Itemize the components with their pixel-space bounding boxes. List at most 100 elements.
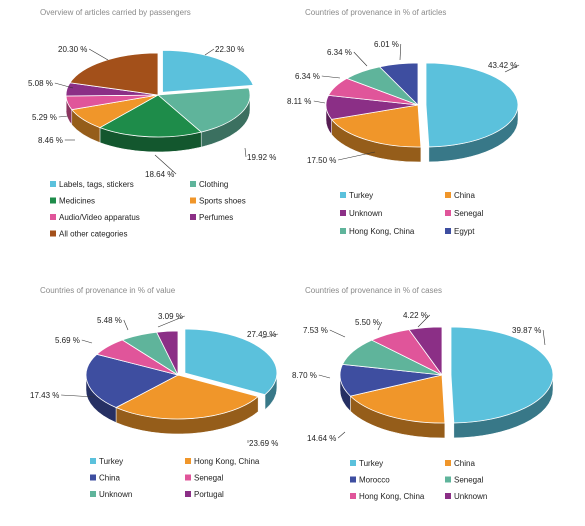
leader-line [204, 48, 215, 56]
data-label-audio-video-apparatus: 5.29 % [32, 113, 57, 122]
legend-label: Egypt [454, 227, 475, 236]
legend-label: All other categories [59, 230, 127, 239]
slice-hong-kong-china [115, 374, 259, 420]
legend: Turkey Hong Kong, China China Senegal Unknow… [90, 457, 260, 499]
legend-label: Turkey [359, 459, 383, 468]
data-label-egypt: 6.01 % [374, 40, 399, 49]
legend-swatch [50, 197, 56, 204]
legend-label: Senegal [454, 476, 484, 485]
chart-title: Countries of provenance in % of value [40, 286, 176, 295]
legend-swatch [90, 474, 96, 481]
data-label-sports-shoes: 8.46 % [38, 136, 63, 145]
legend-item-sports-shoes: Sports shoes [190, 197, 246, 206]
data-label-unknown: 4.22 % [403, 311, 428, 320]
legend: Labels, tags, stickers Clothing Medicines S… [50, 180, 246, 239]
legend-swatch [50, 214, 56, 220]
legend-item-hong-kong-china: Hong Kong, China [340, 227, 415, 236]
legend-item-hong-kong-china: Hong Kong, China [350, 492, 425, 501]
legend-item-senegal: Senegal [185, 474, 224, 483]
legend-swatch [190, 214, 196, 220]
leader-line [337, 431, 346, 439]
chart-title: Overview of articles carried by passenge… [40, 8, 191, 17]
legend-label: Senegal [194, 474, 224, 483]
legend-swatch [350, 460, 356, 466]
data-labels: 39.87 % 14.64 % 8.70 % 7.53 % 5.50 % 4.22 % [292, 311, 546, 443]
leader-line [338, 151, 376, 161]
pie-slices [65, 49, 254, 138]
leader-line [154, 154, 177, 175]
slice-turkey [184, 328, 278, 396]
legend-label: Turkey [99, 457, 123, 466]
legend-item-clothing: Clothing [190, 180, 228, 189]
data-label-labels-tags-stickers: 22.30 % [215, 45, 244, 54]
legend-swatch [185, 491, 191, 497]
legend-swatch [185, 474, 191, 481]
legend-label: Morocco [359, 476, 390, 485]
leader-line [261, 333, 279, 339]
data-label-medicines: 18.64 % [145, 170, 174, 179]
legend-item-unknown: Unknown [90, 490, 132, 499]
legend-label: Unknown [99, 490, 132, 499]
leader-line [542, 329, 546, 346]
slice-labels-tags-stickers [162, 49, 254, 93]
slice-medicines [99, 94, 203, 138]
data-label-turkey: 27.49 % [247, 330, 276, 339]
legend-swatch [445, 493, 451, 499]
legend-item-morocco: Morocco [350, 476, 390, 485]
legend-swatch [340, 228, 346, 234]
leader-line [313, 100, 326, 104]
legend: Turkey China Unknown Senegal Hong Kong, Chin… [340, 191, 484, 236]
legend-item-medicines: Medicines [50, 197, 95, 206]
slice-turkey [450, 326, 554, 424]
legend: Turkey China Morocco Senegal Hong Kong, Chin… [350, 459, 487, 501]
legend-item-labels-tags-stickers: Labels, tags, stickers [50, 180, 134, 189]
data-labels: 22.30 % 19.92 % 18.64 % 8.46 % 5.29 % 5.08 % 2… [28, 45, 276, 179]
legend-item-hong-kong-china: Hong Kong, China [185, 457, 260, 466]
legend-label: China [454, 191, 475, 200]
leader-line [123, 319, 129, 331]
legend-swatch [445, 192, 451, 198]
legend-swatch [340, 210, 346, 216]
data-labels: 27.49 % 23.69 % 17.43 % 5.69 % 5.48 % 3.09 % [30, 312, 278, 448]
legend-item-china: China [90, 474, 120, 483]
legend-label: Labels, tags, stickers [59, 180, 134, 189]
legend-label: Clothing [199, 180, 228, 189]
legend-item-unknown: Unknown [340, 209, 382, 218]
chart-title: Countries of provenance in % of articles [305, 8, 446, 17]
data-label-turkey: 43.42 % [488, 61, 517, 70]
pie-slices [85, 328, 278, 420]
slice-egypt [378, 62, 419, 106]
legend-label: Sports shoes [199, 197, 246, 206]
leader-line [157, 315, 185, 328]
legend-swatch [190, 197, 196, 204]
legend-swatch [50, 181, 56, 187]
legend-swatch [50, 230, 56, 237]
legend-swatch [350, 476, 356, 483]
legend-label: China [99, 474, 120, 483]
leader-line [81, 339, 93, 344]
slice-clothing [157, 87, 251, 133]
slice-china [85, 353, 180, 408]
leader-line [244, 147, 247, 158]
data-label-turkey: 39.87 % [512, 326, 541, 335]
legend-label: Portugal [194, 490, 224, 499]
legend-swatch [350, 493, 356, 499]
leader-line [88, 48, 109, 61]
legend-label: Hong Kong, China [359, 492, 425, 501]
legend-item-senegal: Senegal [445, 209, 484, 218]
legend-swatch [445, 476, 451, 483]
pie-chart-4: Countries of provenance in % of cases 39.… [292, 286, 554, 501]
legend-label: Unknown [454, 492, 487, 501]
legend-item-all-other-categories: All other categories [50, 230, 127, 239]
data-label-unknown: 5.48 % [97, 316, 122, 325]
leader-line [377, 321, 383, 331]
data-label-unknown: 8.11 % [287, 97, 311, 106]
legend-label: Audio/Video apparatus [59, 213, 140, 222]
data-label-all-other-categories: 20.30 % [58, 45, 87, 54]
leader-line [504, 64, 520, 73]
data-label-hong-kong-china: 5.50 % [355, 318, 380, 327]
data-label-senegal: 5.69 % [55, 336, 80, 345]
legend-label: Hong Kong, China [349, 227, 415, 236]
legend-item-turkey: Turkey [340, 191, 373, 200]
